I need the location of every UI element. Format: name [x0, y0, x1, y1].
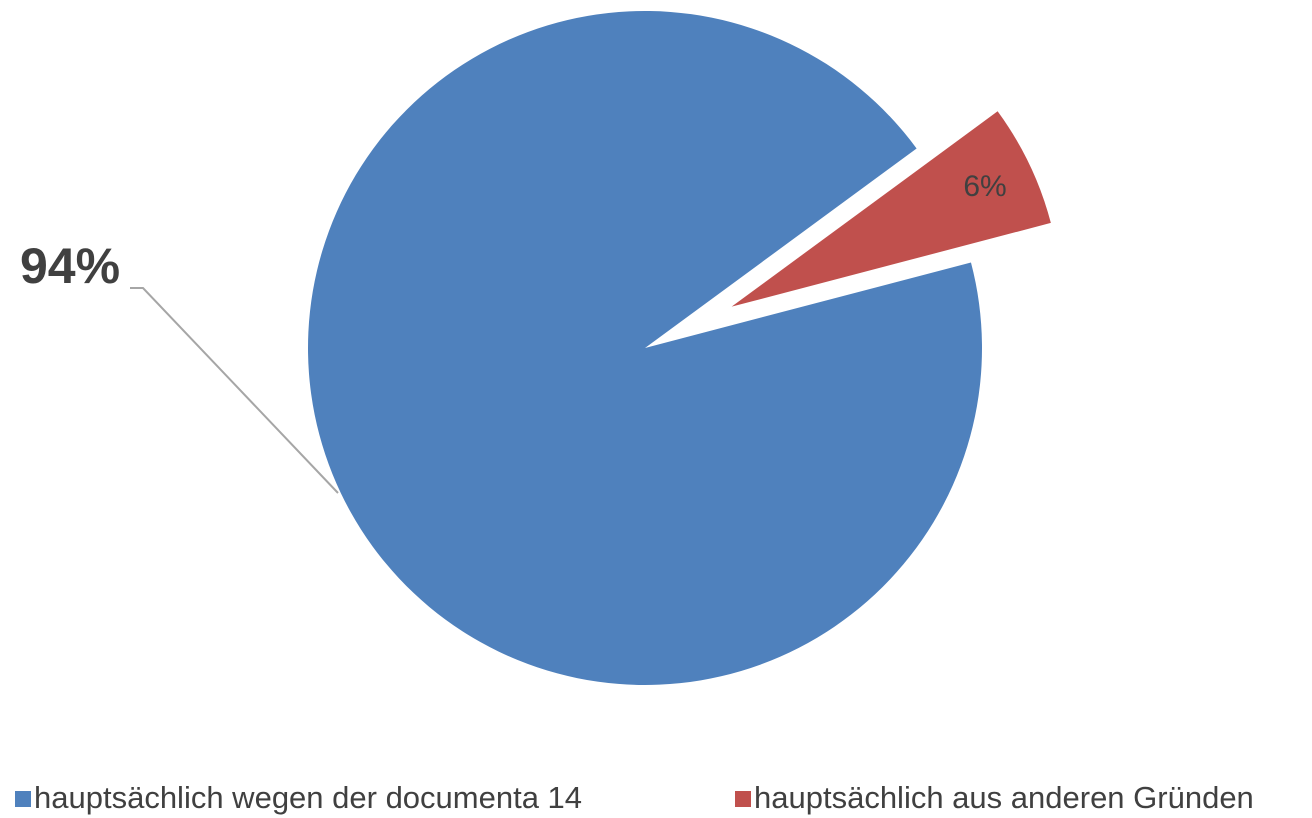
data-label: 6%	[963, 170, 1006, 203]
legend-swatch	[735, 791, 751, 807]
leader-line	[130, 287, 339, 494]
legend-swatch	[15, 791, 31, 807]
legend-label: hauptsächlich aus anderen Gründen	[754, 780, 1254, 815]
pie-slice	[731, 111, 1051, 307]
data-label: 94%	[20, 238, 120, 294]
legend-label: hauptsächlich wegen der documenta 14	[34, 780, 582, 815]
pie-slice	[308, 11, 983, 686]
